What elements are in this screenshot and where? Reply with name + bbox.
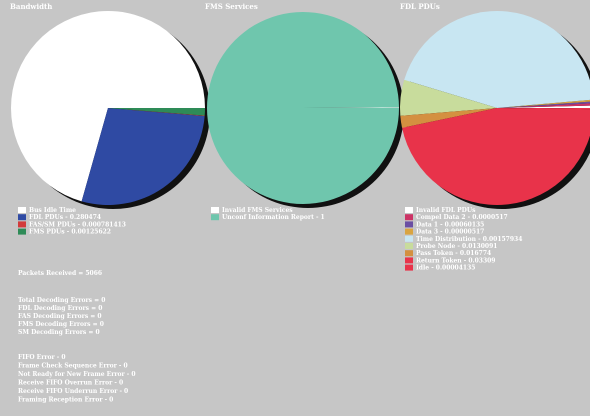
legend-swatch <box>18 214 26 221</box>
pie-slice-0-1 <box>81 108 205 205</box>
statistics-panel: Packets Received = 5066 Total Decoding E… <box>18 270 136 404</box>
legend-swatch <box>405 228 413 235</box>
legend-swatch <box>405 257 413 264</box>
legend-swatch <box>211 207 219 213</box>
legend-label: Data 1 - 0.00060135 <box>416 221 484 228</box>
pie-slice-2-6 <box>400 108 497 128</box>
legend-swatch <box>405 214 413 221</box>
pie-slice-2-8 <box>497 108 590 110</box>
legend-swatch <box>405 250 413 257</box>
pie-bandwidth <box>10 10 210 209</box>
pie-slice-2-1 <box>497 103 590 108</box>
pie-slice-0-3 <box>108 108 205 116</box>
pie-slice-0-0 <box>10 10 205 202</box>
stat-line: Receive FIFO Overrun Error - 0 <box>18 380 123 387</box>
pie-slice-2-4 <box>404 11 590 108</box>
legend-swatch <box>405 221 413 228</box>
legend-swatch <box>18 228 26 235</box>
stat-line: Frame Check Sequence Error - 0 <box>18 363 128 370</box>
stat-line: FAS Decoding Errors = 0 <box>18 313 102 320</box>
legend-label: FMS PDUs - 0.00125622 <box>29 229 111 236</box>
legend-swatch <box>18 207 26 213</box>
pie-fdl-pdus <box>400 11 590 209</box>
legend-label: FDL PDUs - 0.280474 <box>29 214 101 221</box>
pie-slice-0-2 <box>108 108 205 117</box>
legend-swatch <box>405 207 413 213</box>
legend-swatch <box>211 214 219 221</box>
legend-label: Pass Token - 0.016774 <box>416 250 491 257</box>
legend-label: FAS/SM PDUs - 0.000781413 <box>29 221 126 228</box>
legend-swatch <box>405 264 413 271</box>
legend-swatch <box>18 221 26 228</box>
pie-slice-2-5 <box>400 79 497 116</box>
legend-swatch <box>405 243 413 249</box>
packets-received-text: Packets Received = 5066 <box>18 270 102 277</box>
legend-label: Invalid FDL PDUs <box>416 207 476 214</box>
legend-label: Data 3 - 0.00000517 <box>416 229 484 236</box>
pie-slice-1-1 <box>207 11 399 204</box>
stat-line: FMS Decoding Errors = 0 <box>18 321 104 328</box>
chart-title-fms-services: FMS Services <box>205 2 258 11</box>
stat-line: FDL Decoding Errors = 0 <box>18 305 102 312</box>
legend-label: Unconf Information Report - 1 <box>222 214 325 221</box>
pie-fms-services <box>207 11 404 208</box>
chart-title-bandwidth: Bandwidth <box>10 2 52 11</box>
legend-label: Bus Idle Time <box>29 207 76 214</box>
stat-line: Framing Reception Error - 0 <box>18 397 113 404</box>
fifo-errors-list: FIFO Error - 0 Frame Check Sequence Error… <box>18 354 136 404</box>
legend-label: Invalid FMS Services <box>222 207 293 214</box>
pie-slice-2-2 <box>497 101 590 108</box>
stat-line: SM Decoding Errors = 0 <box>18 329 100 336</box>
pie-slice-2-7 <box>402 108 590 205</box>
legend-label: Probe Node - 0.0130091 <box>416 243 497 250</box>
chart-title-fdl-pdus: FDL PDUs <box>400 2 440 11</box>
pie-slice-2-0 <box>497 105 590 108</box>
legend-label: Compel Data 2 - 0.0000517 <box>416 214 508 221</box>
stat-line: FIFO Error - 0 <box>18 354 66 361</box>
legend-label: Time Distribution - 0.00157934 <box>416 236 522 243</box>
legend-label: Return Token - 0.03309 <box>416 257 495 264</box>
pie-slice-1-0 <box>303 107 399 108</box>
stat-line: Receive FIFO Underrun Error - 0 <box>18 388 128 395</box>
stat-line: Total Decoding Errors = 0 <box>18 297 105 304</box>
stat-line: Not Ready for New Frame Error - 0 <box>18 371 136 378</box>
legend-label: Idle - 0.00004135 <box>416 265 475 272</box>
legend-swatch <box>405 235 413 242</box>
